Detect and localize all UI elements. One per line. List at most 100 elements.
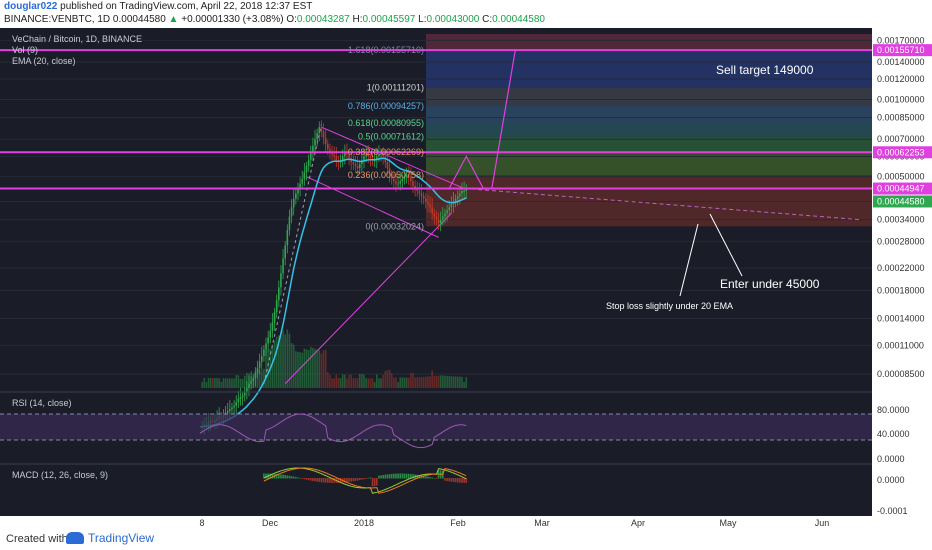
high-value: 0.00045597: [362, 14, 416, 25]
volume-bar: [205, 382, 208, 388]
volume-bar: [363, 374, 365, 388]
volume-bar: [358, 373, 361, 388]
trendlines: [263, 124, 861, 384]
macd-hist-bar: [407, 473, 410, 479]
candle: [280, 273, 282, 288]
macd-hist-bar: [324, 478, 327, 483]
fib-labels: 1.618(0.00155710) 1(0.00111201) 0.786(0.00…: [348, 45, 424, 231]
candle: [303, 172, 306, 179]
macd-hist-bar: [429, 477, 431, 479]
candle: [260, 355, 263, 362]
author-link[interactable]: douglar022: [4, 1, 58, 12]
fib-level-label: 1(0.00111201): [367, 83, 424, 93]
candle: [454, 198, 457, 202]
candle: [252, 378, 255, 381]
macd-hist-bar: [371, 478, 374, 487]
macd-hist-bar: [284, 475, 286, 479]
volume-bar: [231, 378, 233, 388]
volume-bar: [305, 349, 308, 388]
macd-hist-bar: [363, 478, 365, 480]
candle: [233, 405, 235, 408]
volume-bar: [361, 374, 363, 388]
macd-hist-bar: [397, 473, 399, 479]
candle: [241, 395, 244, 398]
volume-bar: [243, 375, 246, 388]
price-tag-label: 0.00044947: [877, 184, 925, 194]
macd-hist-bar: [278, 474, 280, 479]
candle: [273, 312, 276, 323]
volume-bar: [412, 372, 414, 388]
macd-hist-bar: [446, 478, 448, 482]
candle: [418, 190, 421, 194]
candle: [444, 213, 446, 217]
macd-hist-bar: [282, 474, 284, 479]
volume-bar: [265, 349, 267, 388]
publish-line: douglar022 published on TradingView.com,…: [4, 1, 312, 12]
macd-hist-bar: [431, 477, 433, 479]
volume-bar: [422, 376, 425, 388]
legend-vol: Vol (9): [12, 45, 38, 55]
tradingview-brand[interactable]: TradingView: [66, 531, 154, 545]
footer: Created with TradingView: [0, 528, 932, 550]
volume-bar: [312, 347, 314, 388]
volume-bar: [233, 378, 235, 388]
volume-bar: [352, 378, 355, 388]
candle: [433, 213, 436, 217]
volume-bar: [427, 376, 429, 388]
macd-hist-bar: [395, 473, 397, 479]
macd-hist-bar: [305, 478, 308, 480]
macd-hist-bar: [410, 473, 412, 479]
fib-zone: [426, 87, 872, 107]
volume-bar: [267, 350, 269, 388]
candle: [290, 207, 293, 217]
candle: [327, 144, 329, 150]
macd-tick-0: 0.0000: [877, 475, 905, 485]
candle: [301, 178, 304, 184]
volume-bar: [410, 373, 412, 388]
candle: [380, 152, 382, 155]
macd-hist-bar: [297, 477, 299, 479]
grid: [0, 39, 872, 375]
macd-hist-bar: [452, 478, 455, 483]
volume-bar: [448, 376, 451, 388]
open-value: 0.00043287: [296, 14, 350, 25]
rsi-label: RSI (14, close): [12, 398, 72, 408]
candle: [420, 193, 423, 197]
candle: [246, 388, 248, 393]
volume-bar: [346, 378, 348, 388]
macd-hist-bar: [337, 478, 340, 483]
volume-bar: [324, 349, 327, 388]
fib-level-label: 0.618(0.00080955): [348, 118, 424, 128]
macd-hist-bar: [327, 478, 329, 483]
macd-hist-bar: [444, 478, 446, 481]
macd-hist-bar: [393, 473, 395, 479]
volume-bar: [309, 346, 312, 388]
price-tick-label: 0.00120000: [877, 74, 925, 84]
candle: [278, 287, 280, 301]
candle: [284, 245, 286, 259]
volume-bar: [218, 378, 220, 388]
price-tags: 0.00155710 0.00062253 0.00044947 0.00044580: [873, 44, 932, 208]
chart-canvas[interactable]: 1.618(0.00155710) 1(0.00111201) 0.786(0.00…: [0, 28, 932, 528]
candle: [375, 156, 378, 161]
macd-hist-bar: [388, 474, 391, 479]
high-label: H:: [352, 14, 363, 25]
volume-bar: [335, 374, 338, 388]
macd-hist-bar: [312, 478, 314, 481]
macd-histogram: [263, 469, 468, 487]
volume-bar: [292, 344, 295, 388]
macd-hist-bar: [361, 478, 363, 480]
macd-hist-bar: [309, 478, 312, 481]
macd-hist-bar: [454, 478, 457, 483]
candle: [442, 216, 444, 220]
volume-bar: [201, 382, 203, 388]
macd-hist-bar: [290, 476, 293, 479]
candle: [450, 204, 453, 208]
macd-hist-bar: [422, 475, 425, 479]
ohlc-line: BINANCE:VENBTC, 1D 0.00044580 ▲ +0.00001…: [4, 14, 545, 25]
volume-bar: [373, 382, 376, 388]
candle: [229, 409, 231, 412]
volume-bar: [278, 335, 280, 388]
price-tag-box: [873, 44, 932, 57]
macd-hist-bar: [358, 478, 361, 481]
